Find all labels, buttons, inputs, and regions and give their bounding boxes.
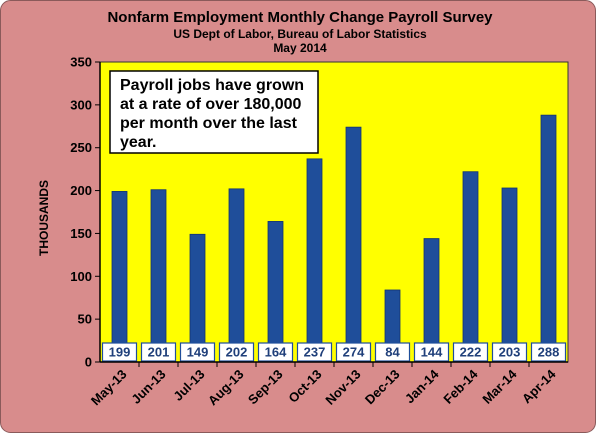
bar (150, 189, 167, 363)
data-label-box (218, 342, 255, 362)
bars-group: 199 201 149 202 164 237 274 84 144 222 203 288 (101, 114, 567, 363)
data-label: 201 (148, 345, 170, 360)
y-tick-label: 250 (70, 140, 92, 155)
data-label-box (452, 342, 489, 362)
bar (501, 187, 518, 363)
data-label-box (413, 342, 450, 362)
chart-subtitle-line-2: May 2014 (273, 41, 327, 55)
data-label-box (179, 342, 216, 362)
bar (306, 158, 323, 363)
data-label-box (140, 342, 177, 362)
bar (345, 126, 362, 363)
data-label: 274 (343, 345, 365, 360)
data-label-box (374, 342, 411, 362)
y-tick-label: 0 (85, 355, 92, 370)
annotation-background (109, 70, 319, 154)
annotation-line-4: year. (120, 134, 156, 151)
y-tick-label: 200 (70, 183, 92, 198)
data-label-box (257, 342, 294, 362)
y-tick-label: 300 (70, 97, 92, 112)
bar (111, 191, 128, 363)
data-label: 222 (460, 345, 482, 360)
data-label: 203 (499, 345, 521, 360)
data-label: 288 (538, 345, 560, 360)
data-label: 199 (109, 345, 131, 360)
y-axis: 0 50 100 150 200 250 300 350 (70, 55, 101, 370)
data-label: 84 (385, 345, 400, 360)
data-label: 237 (304, 345, 326, 360)
data-label: 202 (226, 345, 248, 360)
bar (228, 188, 245, 363)
data-label: 144 (421, 345, 443, 360)
bar (462, 171, 479, 363)
data-label: 164 (265, 345, 287, 360)
data-label-box (335, 342, 372, 362)
data-label-box (491, 342, 528, 362)
y-tick-label: 150 (70, 226, 92, 241)
y-axis-label: THOUSANDS (37, 180, 51, 256)
annotation-line-1: Payroll jobs have grown (120, 77, 304, 94)
annotation-line-3: per month over the last (120, 115, 298, 132)
y-tick-label: 350 (70, 55, 92, 70)
y-tick-label: 100 (70, 269, 92, 284)
bar (540, 114, 557, 363)
annotation-box: Payroll jobs have grown at a rate of ove… (109, 70, 319, 154)
bar (267, 221, 284, 363)
data-label: 149 (187, 345, 209, 360)
chart-subtitle-line-1: US Dept of Labor, Bureau of Labor Statis… (173, 27, 427, 41)
chart-title: Nonfarm Employment Monthly Change Payrol… (107, 9, 493, 26)
data-label-box (530, 342, 567, 362)
data-label-box (101, 342, 138, 362)
data-label-box (296, 342, 333, 362)
y-tick-label: 50 (78, 312, 92, 327)
annotation-line-2: at a rate of over 180,000 (120, 96, 302, 113)
